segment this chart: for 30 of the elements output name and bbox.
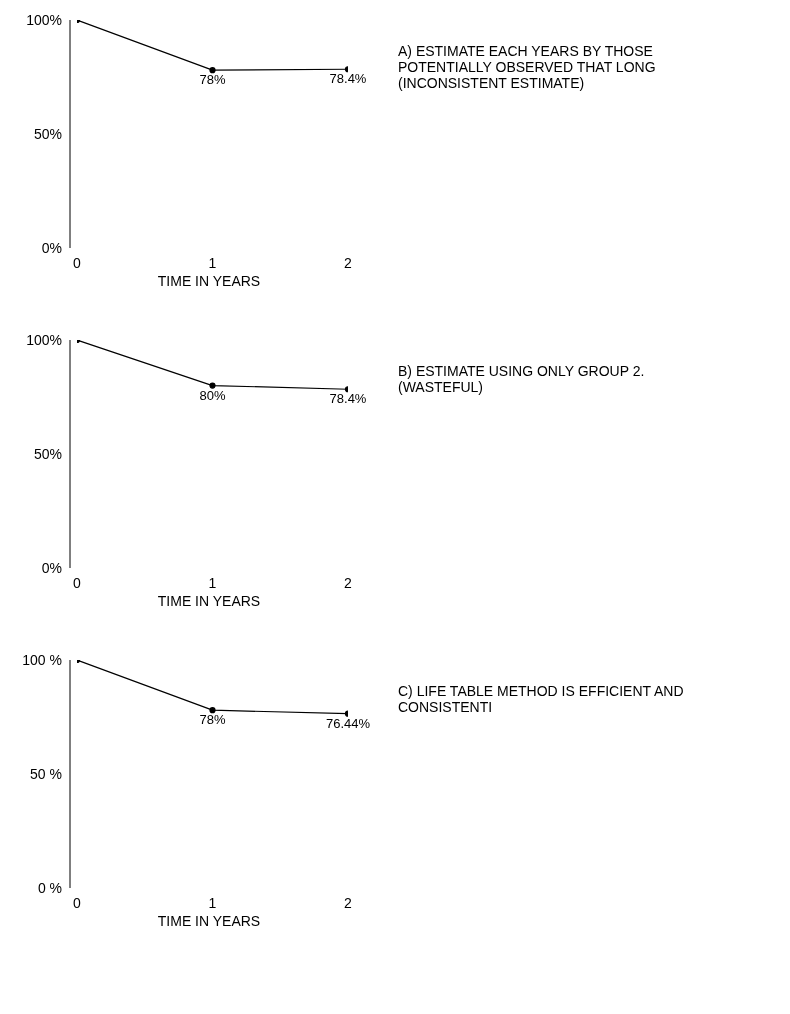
y-tick-label: 100 % bbox=[22, 651, 62, 668]
y-tick-label: 100% bbox=[26, 331, 62, 348]
x-tick-label: 2 bbox=[344, 255, 353, 271]
x-tick-label: 0 bbox=[73, 255, 82, 271]
data-label: 78.4% bbox=[329, 391, 367, 407]
text: A) ESTIMATE EACH YEARS BY THOSE POTENTIALLY OBSERVED THAT LONG (INCONSISTENT ESTIMATE) bbox=[398, 43, 657, 91]
x-tick-label: 0 bbox=[73, 575, 82, 591]
x-tick-label: 2 bbox=[344, 575, 353, 591]
x-axis-title: TIME IN YEARS bbox=[157, 593, 261, 609]
data-label: 78.4% bbox=[329, 71, 367, 87]
x-tick-label: 2 bbox=[344, 895, 353, 911]
x-tick-label: 1 bbox=[208, 255, 217, 271]
x-tick-label: 0 bbox=[73, 895, 82, 911]
x-tick-label: 1 bbox=[208, 895, 217, 911]
x-axis-title: TIME IN YEARS bbox=[157, 913, 261, 929]
y-tick-label: 0 % bbox=[37, 879, 62, 896]
y-tick-label: 50% bbox=[33, 125, 62, 142]
x-tick-label: 1 bbox=[208, 575, 217, 591]
data-label: 80% bbox=[199, 387, 226, 403]
y-tick-label: 50% bbox=[33, 445, 62, 462]
text: B) ESTIMATE USING ONLY GROUP 2. (WASTEFUL) bbox=[398, 363, 646, 395]
y-tick-label: 0% bbox=[41, 239, 62, 256]
y-tick-label: 50 % bbox=[30, 765, 62, 782]
x-axis-title: TIME IN YEARS bbox=[157, 273, 261, 289]
text: C) LIFE TABLE METHOD IS EFFICIENT AND CONSISTENTI bbox=[398, 683, 685, 715]
data-label: 76.44% bbox=[325, 715, 371, 731]
data-label: 78% bbox=[199, 712, 226, 728]
y-tick-label: 0% bbox=[41, 559, 62, 576]
y-tick-label: 100% bbox=[26, 11, 62, 28]
data-label: 78% bbox=[199, 72, 226, 88]
